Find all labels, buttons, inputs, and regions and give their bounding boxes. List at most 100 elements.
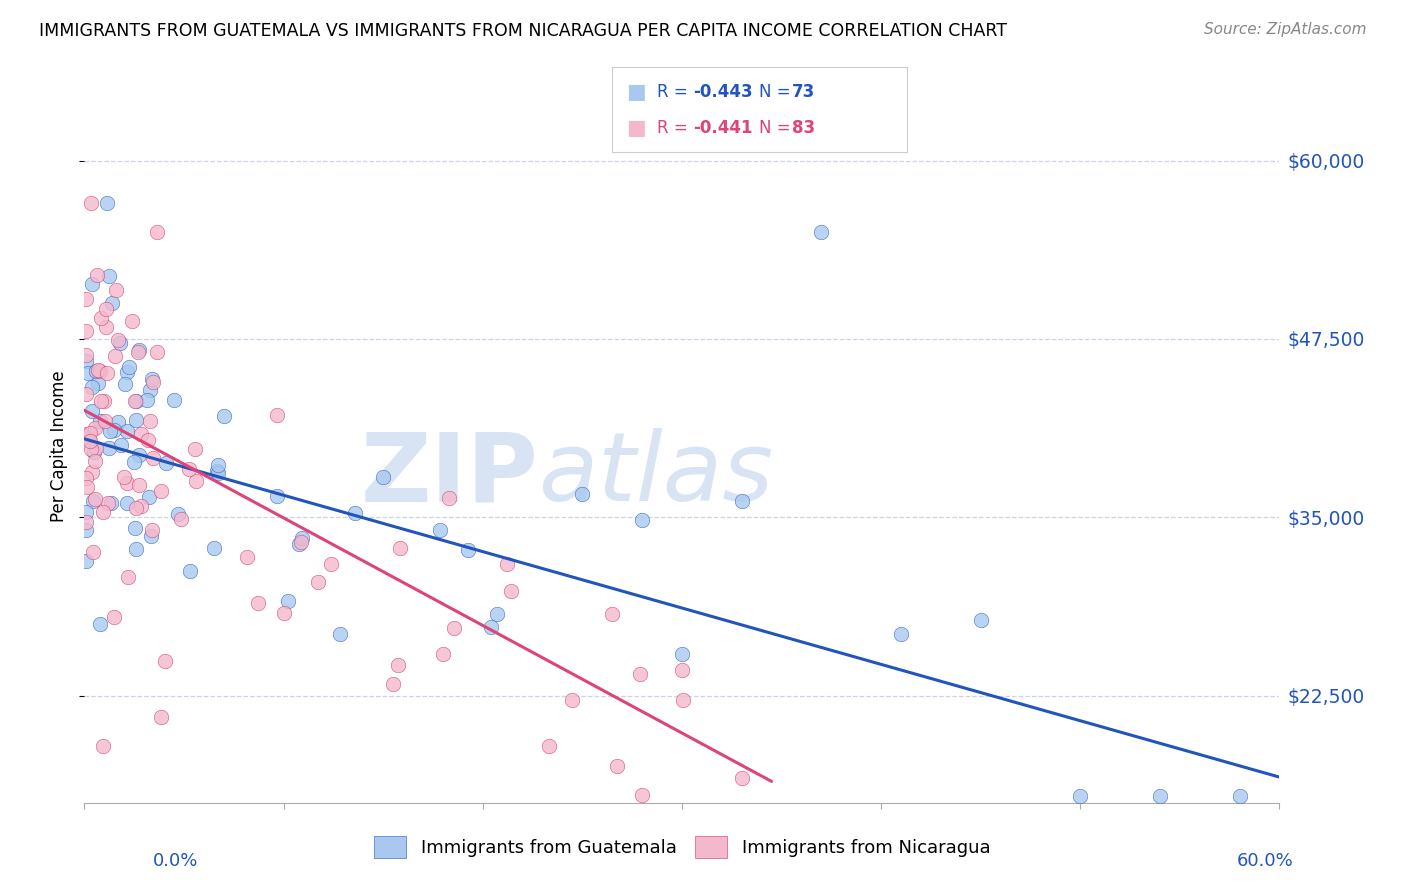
Point [150, 710, 173, 724]
Point [538, 739, 561, 753]
Y-axis label: Per Capita Income: Per Capita Income [51, 370, 69, 522]
Point [114, 376, 136, 391]
Point [118, 360, 141, 375]
Point [90, 310, 112, 325]
Point [83, 445, 105, 459]
Point [128, 478, 150, 492]
Point [84, 421, 107, 435]
Point [75, 353, 97, 368]
Point [155, 456, 177, 470]
Point [266, 408, 288, 422]
Point [177, 462, 200, 476]
Point [77, 366, 100, 380]
Point [146, 345, 169, 359]
Text: N =: N = [759, 83, 796, 101]
Point [93, 393, 115, 408]
Point [127, 345, 149, 359]
Point [561, 693, 583, 707]
Point [186, 475, 208, 489]
Point [139, 383, 162, 397]
Point [207, 464, 229, 478]
Point [82, 545, 104, 559]
Point [388, 541, 411, 555]
Point [110, 336, 132, 351]
Text: IMMIGRANTS FROM GUATEMALA VS IMMIGRANTS FROM NICARAGUA PER CAPITA INCOME CORRELA: IMMIGRANTS FROM GUATEMALA VS IMMIGRANTS … [39, 22, 1007, 40]
Point [141, 372, 163, 386]
Point [731, 771, 754, 785]
Point [142, 375, 165, 389]
Point [443, 621, 465, 635]
Text: 0.0%: 0.0% [153, 852, 198, 870]
Point [207, 466, 229, 480]
Point [91, 505, 114, 519]
Text: 60.0%: 60.0% [1237, 852, 1294, 870]
Point [82, 277, 104, 291]
Point [86, 268, 108, 282]
Point [429, 523, 451, 537]
Point [96, 367, 118, 381]
Point [80, 196, 103, 211]
Text: ■: ■ [626, 82, 645, 102]
Point [731, 493, 754, 508]
Text: ■: ■ [626, 118, 645, 137]
Text: -0.441: -0.441 [693, 119, 752, 136]
Point [387, 657, 409, 672]
Point [124, 394, 146, 409]
Point [202, 541, 225, 555]
Point [290, 535, 312, 549]
Point [107, 333, 129, 347]
Point [631, 513, 654, 527]
Point [117, 570, 139, 584]
Point [495, 558, 517, 572]
Point [128, 449, 150, 463]
Point [75, 554, 97, 568]
Text: ZIP: ZIP [360, 428, 538, 521]
Legend: Immigrants from Guatemala, Immigrants from Nicaragua: Immigrants from Guatemala, Immigrants fr… [367, 829, 997, 865]
Point [84, 491, 107, 506]
Point [84, 363, 107, 377]
Point [89, 617, 111, 632]
Point [97, 496, 120, 510]
Point [104, 283, 127, 297]
Point [87, 376, 110, 391]
Point [628, 667, 651, 681]
Point [124, 521, 146, 535]
Point [75, 471, 97, 485]
Point [135, 392, 157, 407]
Point [277, 594, 299, 608]
Point [138, 490, 160, 504]
Point [103, 609, 125, 624]
Point [432, 647, 454, 661]
Point [97, 268, 120, 283]
Point [101, 296, 124, 310]
Point [100, 496, 122, 510]
Point [122, 455, 145, 469]
Point [672, 693, 695, 707]
Point [457, 543, 479, 558]
Point [75, 324, 97, 338]
Point [75, 516, 97, 530]
Point [169, 512, 191, 526]
Text: 73: 73 [792, 83, 815, 101]
Point [94, 320, 117, 334]
Point [96, 196, 118, 211]
Point [121, 314, 143, 328]
Point [671, 663, 693, 677]
Point [96, 302, 118, 317]
Point [79, 434, 101, 448]
Point [76, 427, 98, 442]
Point [631, 789, 654, 803]
Point [82, 465, 104, 479]
Point [125, 542, 148, 557]
Point [115, 475, 138, 490]
Point [82, 493, 104, 508]
Point [75, 348, 97, 362]
Point [84, 441, 107, 455]
Point [810, 225, 832, 239]
Point [89, 364, 111, 378]
Point [291, 531, 314, 545]
Point [166, 507, 188, 521]
Text: N =: N = [759, 119, 796, 136]
Point [139, 414, 162, 428]
Point [329, 627, 352, 641]
